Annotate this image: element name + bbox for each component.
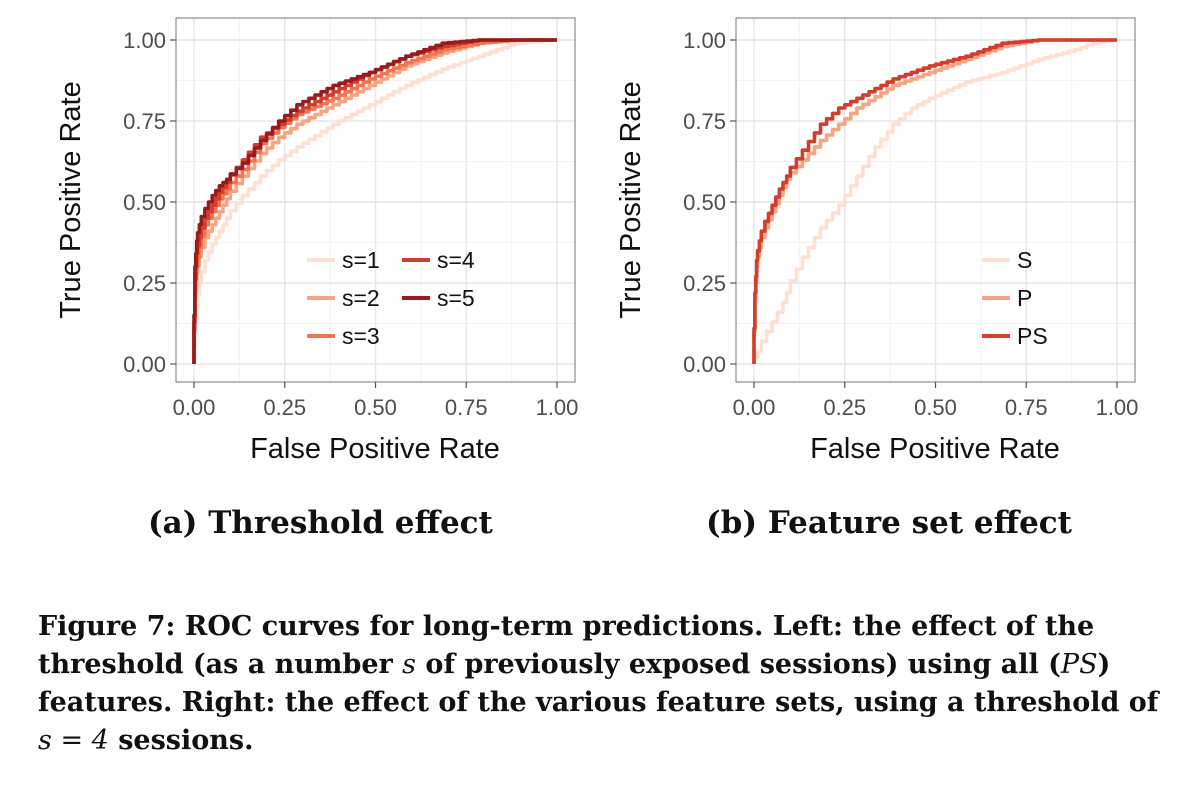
y-tick-label: 0.25 — [123, 271, 166, 296]
x-tick-label: 0.50 — [914, 395, 957, 420]
legend-label-s=4: s=4 — [437, 247, 475, 273]
y-tick-label: 0.75 — [683, 109, 726, 134]
y-tick-label: 0.50 — [683, 190, 726, 215]
y-tick-label: 0.00 — [683, 352, 726, 377]
legend-label-s=5: s=5 — [437, 285, 475, 311]
y-tick-label: 0.75 — [123, 109, 166, 134]
legend-label-PS: PS — [1017, 323, 1048, 349]
x-tick-label: 1.00 — [536, 395, 579, 420]
legend-label-S: S — [1017, 247, 1032, 273]
x-axis-title: False Positive Rate — [810, 433, 1060, 465]
series-line-PS — [752, 38, 1117, 364]
y-axis-title: True Positive Rate — [55, 81, 87, 318]
y-tick-label: 1.00 — [123, 28, 166, 53]
caption-text-4: sessions. — [108, 725, 254, 756]
caption-math-ps: PS — [1060, 649, 1098, 680]
figure-charts: 0.00 0.25 0.50 0.75 1.00 0.00 0.25 0.50 0.75 1.00… — [55, 17, 1139, 465]
y-tick-label: 0.00 — [123, 352, 166, 377]
legend-label-s=3: s=3 — [342, 323, 380, 349]
caption-text-3: ) features. Right: the effect of the var… — [38, 649, 1159, 718]
legend: s=1 s=2 s=3 s=4 s=5 — [307, 247, 475, 349]
legend-label-s=1: s=1 — [342, 247, 380, 273]
x-tick-label: 0.25 — [823, 395, 866, 420]
x-tick-label: 0.00 — [733, 395, 776, 420]
legend-label-P: P — [1017, 285, 1032, 311]
caption-math-s: s — [402, 649, 417, 680]
series-line-s=5 — [192, 38, 557, 364]
caption-text-1: Figure 7: ROC curves for long-term predi… — [38, 611, 1095, 680]
y-tick-label: 0.50 — [123, 190, 166, 215]
series-line-s=1 — [192, 38, 557, 364]
series-line-S — [752, 38, 1117, 364]
y-axis-title: True Positive Rate — [615, 81, 647, 318]
figure-caption: Figure 7: ROC curves for long-term predi… — [38, 608, 1163, 760]
legend: SP PS — [982, 247, 1048, 349]
caption-math-s4: s = 4 — [38, 725, 109, 756]
x-tick-label: 0.25 — [263, 395, 306, 420]
x-tick-label: 0.75 — [445, 395, 488, 420]
x-tick-label: 0.75 — [1005, 395, 1048, 420]
subcaption-a: (a) Threshold effect — [148, 505, 493, 541]
x-axis-title: False Positive Rate — [250, 433, 500, 465]
chart-panel-1: 0.00 0.25 0.50 0.75 1.00 0.00 0.25 0.50 0.75 1.00… — [55, 17, 579, 465]
x-tick-label: 0.00 — [173, 395, 216, 420]
legend-label-s=2: s=2 — [342, 285, 380, 311]
x-tick-label: 0.50 — [354, 395, 397, 420]
subcaption-b: (b) Feature set effect — [706, 505, 1073, 541]
y-tick-label: 1.00 — [683, 28, 726, 53]
caption-text-2: of previously exposed sessions) using al… — [416, 649, 1061, 680]
series-line-s=3 — [192, 38, 557, 364]
x-tick-label: 1.00 — [1096, 395, 1139, 420]
y-tick-label: 0.25 — [683, 271, 726, 296]
chart-panel-2: 0.00 0.25 0.50 0.75 1.00 0.00 0.25 0.50 0.75 1.00… — [615, 17, 1139, 465]
series-line-s=4 — [192, 38, 557, 364]
